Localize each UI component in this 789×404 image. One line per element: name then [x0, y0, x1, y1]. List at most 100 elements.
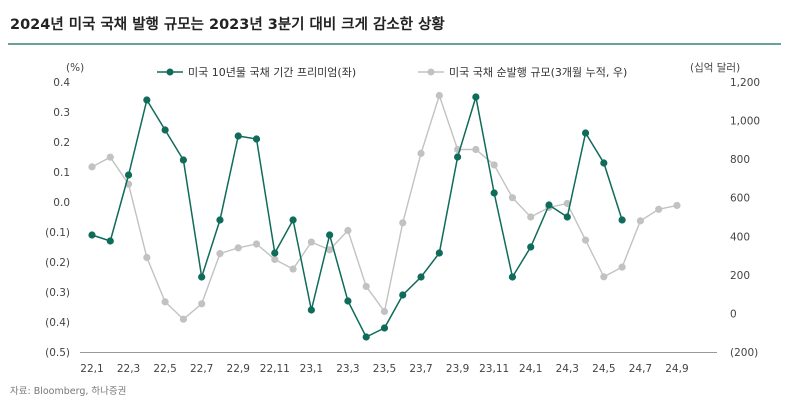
data-point-premium	[289, 216, 297, 224]
data-point-issuance	[399, 219, 407, 227]
x-tick-label: 22,7	[190, 363, 213, 375]
left-axis-unit: (%)	[66, 62, 84, 74]
right-tick-label: 1,200	[730, 77, 760, 89]
data-point-premium	[527, 243, 535, 251]
x-tick-label: 24,5	[592, 363, 615, 375]
data-point-premium	[106, 237, 114, 245]
right-tick-label: 200	[730, 270, 750, 282]
data-point-premium	[508, 273, 517, 281]
data-point-issuance	[252, 240, 261, 248]
data-point-issuance	[618, 263, 626, 271]
data-point-issuance	[161, 298, 169, 306]
data-point-issuance	[673, 201, 681, 210]
x-tick-label: 24,9	[665, 363, 688, 375]
data-point-issuance	[179, 315, 187, 323]
legend-marker-issuance	[427, 68, 435, 76]
series-line-issuance	[91, 93, 678, 321]
data-point-issuance	[289, 265, 297, 273]
data-point-premium	[618, 216, 626, 224]
x-tick-label: 23,11	[479, 363, 509, 375]
data-point-issuance	[435, 91, 443, 100]
data-point-premium	[124, 171, 133, 179]
data-point-issuance	[636, 217, 645, 225]
data-point-issuance	[380, 307, 389, 316]
x-tick-label: 24,3	[556, 363, 579, 375]
x-tick-label: 22,5	[153, 363, 176, 375]
right-tick-label: (200)	[730, 347, 758, 359]
data-point-premium	[344, 297, 352, 305]
left-tick-label: (0.3)	[45, 287, 70, 299]
left-tick-label: (0.2)	[45, 257, 70, 269]
left-tick-label: (0.5)	[45, 347, 70, 359]
right-axis-unit: (십억 달러)	[690, 62, 740, 74]
data-point-issuance	[490, 161, 498, 169]
data-point-premium	[581, 129, 590, 137]
data-point-premium	[216, 216, 224, 224]
x-tick-label: 22,1	[80, 363, 103, 375]
plot-area	[88, 91, 681, 341]
data-point-issuance	[344, 226, 352, 235]
data-point-premium	[252, 135, 261, 143]
data-point-premium	[88, 231, 96, 239]
data-point-premium	[326, 231, 334, 239]
left-tick-label: 0.1	[53, 167, 70, 179]
left-tick-label: 0.3	[53, 107, 70, 119]
data-point-premium	[143, 96, 151, 104]
x-axis: 22,1 22,3 22,5 22,7 22,9 22,11 23,1 23,3 23,5 23,…	[80, 363, 688, 375]
data-point-issuance	[417, 149, 425, 157]
data-point-issuance	[106, 153, 114, 161]
left-tick-label: 0.4	[53, 77, 70, 89]
x-tick-label: 23,9	[446, 363, 469, 375]
x-tick-label: 22,3	[117, 363, 140, 375]
x-tick-label: 22,11	[260, 363, 290, 375]
x-tick-label: 23,3	[336, 363, 359, 375]
data-point-premium	[271, 249, 279, 257]
data-point-premium	[234, 132, 242, 140]
right-axis: 1,200 1,000 800 600 400 200 0 (200)	[730, 77, 760, 359]
legend: 미국 10년물 국채 기간 프리미엄(좌) 미국 국채 순발행 규모(3개월 누…	[157, 66, 627, 79]
x-tick-label: 24,1	[519, 363, 542, 375]
data-point-issuance	[143, 253, 151, 262]
data-point-premium	[362, 333, 370, 341]
data-point-premium	[161, 126, 169, 134]
data-point-premium	[435, 249, 443, 257]
data-point-premium	[490, 189, 498, 197]
data-point-premium	[454, 153, 462, 161]
chart-title: 2024년 미국 국채 발행 규모는 2023년 3분기 대비 크게 감소한 상…	[10, 15, 445, 33]
data-point-issuance	[234, 244, 242, 252]
left-tick-label: (0.4)	[45, 317, 70, 329]
data-point-issuance	[216, 250, 224, 258]
x-tick-label: 22,9	[227, 363, 250, 375]
legend-marker-premium	[166, 68, 174, 76]
left-axis: 0.4 0.3 0.2 0.1 0.0 (0.1) (0.2) (0.3) (0.4) (0.5)	[45, 77, 70, 359]
data-point-issuance	[581, 236, 590, 244]
data-point-premium	[545, 201, 553, 209]
left-tick-label: (0.1)	[45, 227, 70, 239]
data-point-issuance	[655, 205, 663, 213]
x-tick-label: 23,1	[300, 363, 323, 375]
data-point-issuance	[362, 282, 370, 291]
data-point-premium	[399, 291, 407, 299]
right-tick-label: 400	[730, 231, 750, 243]
right-tick-label: 600	[730, 193, 750, 205]
legend-label-premium: 미국 10년물 국채 기간 프리미엄(좌)	[188, 66, 356, 79]
data-point-issuance	[600, 273, 608, 281]
data-point-premium	[417, 273, 425, 281]
data-point-issuance	[508, 194, 517, 202]
data-point-premium	[563, 213, 571, 221]
data-point-premium	[198, 273, 206, 281]
data-point-issuance	[88, 163, 96, 171]
data-point-premium	[600, 159, 608, 167]
data-point-issuance	[326, 246, 334, 254]
data-point-issuance	[271, 255, 279, 264]
series-line-premium	[91, 96, 623, 339]
data-point-premium	[472, 93, 480, 101]
source-note: 자료: Bloomberg, 하나증권	[10, 385, 126, 397]
x-tick-label: 23,7	[409, 363, 432, 375]
left-tick-label: 0.2	[53, 137, 70, 149]
right-tick-label: 800	[730, 154, 750, 166]
data-point-issuance	[527, 213, 535, 221]
right-tick-label: 0	[730, 308, 737, 320]
data-point-premium	[179, 156, 187, 164]
